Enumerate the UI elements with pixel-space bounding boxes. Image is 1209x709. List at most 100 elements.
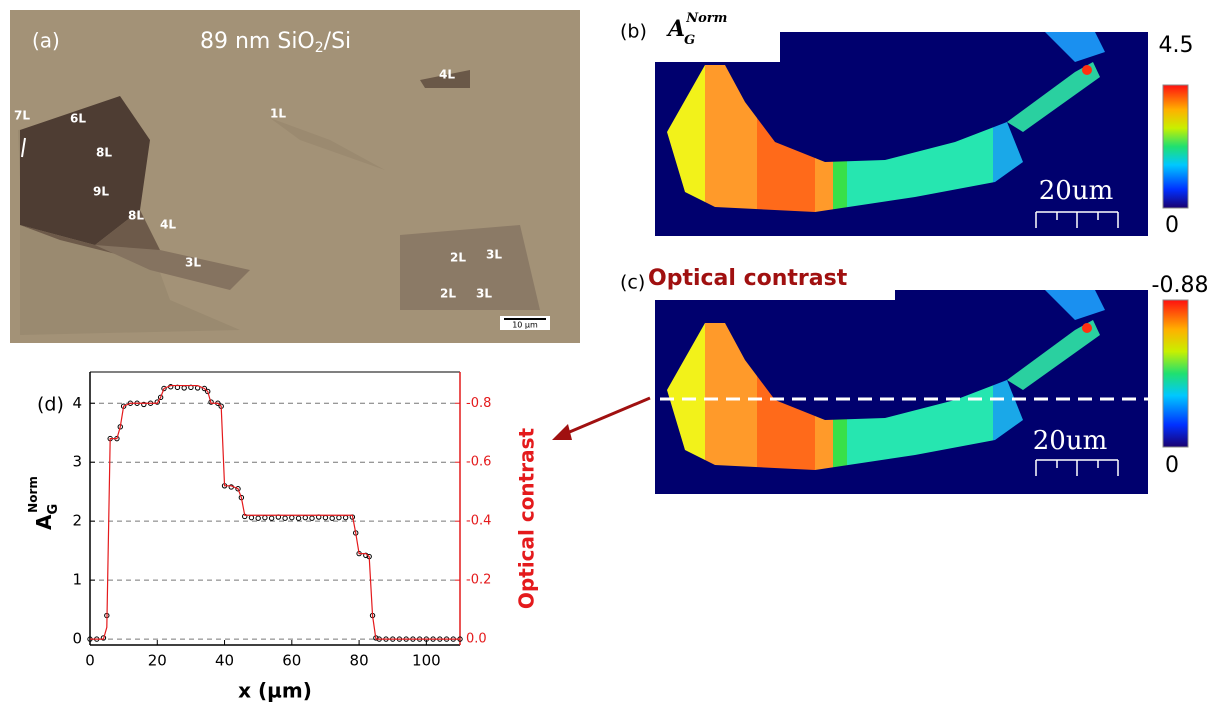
contrast-map [655, 290, 1148, 494]
panel-b: (b) AG Norm 20um 4.5 0 [620, 11, 1194, 239]
arrow [21, 137, 26, 158]
title-box [655, 12, 780, 62]
colorbar-min: 0 [1165, 453, 1179, 478]
chart-d: (d) 0 1 2 3 4 0.0 -0.2 -0.4 -0.6 -0.8 0 20 40 60 80 100… [26, 371, 539, 703]
data-point [100, 635, 107, 641]
data-point [235, 486, 241, 492]
data-point [181, 385, 187, 391]
x-tick-label: 60 [282, 652, 301, 670]
y-tick-label: 4 [72, 394, 82, 412]
y-title-sub: G [46, 504, 61, 515]
data-point [157, 394, 164, 401]
y-tick-label: 1 [72, 571, 82, 589]
layer-label: 6L [70, 112, 86, 126]
panel-label: (c) [620, 272, 645, 294]
y-title-base: A [32, 514, 56, 530]
title-box [640, 262, 895, 300]
colorbar-max: 4.5 [1159, 33, 1194, 58]
panel-title: AG Norm [666, 11, 727, 48]
title-text: 89 nm SiO [200, 29, 315, 54]
layer-label: 1L [270, 107, 286, 121]
x-tick-label: 0 [85, 652, 95, 670]
scale-bar-label: 20um [1033, 426, 1107, 456]
data-point [161, 385, 167, 392]
flake [420, 70, 470, 88]
layer-label: 7L [14, 109, 30, 123]
y2-tick-label: -0.6 [466, 455, 491, 470]
data-point [336, 514, 342, 521]
layer-labels: 7L 6L 8L 9L 8L 4L 3L 1L 4L 2L 3L 2L 3L [14, 68, 502, 301]
layer-label: 8L [128, 209, 144, 223]
data-point [282, 515, 288, 521]
scale-bar [1035, 459, 1119, 476]
scale-bar-label: 20um [1039, 176, 1113, 206]
panel-label: (d) [37, 394, 64, 416]
flake [20, 210, 160, 255]
title-sub: 2 [315, 40, 324, 56]
arrow-head [552, 424, 572, 440]
data-point [342, 514, 349, 521]
title-sub: G [684, 33, 695, 48]
x-tick-label: 40 [215, 652, 234, 670]
y-tick-label: 0 [72, 630, 82, 648]
y-axis-title: AG Norm [26, 476, 61, 530]
data-point [289, 514, 295, 521]
data-point [255, 515, 261, 521]
layer-label: 2L [440, 287, 456, 301]
y-tick-label: 2 [72, 512, 82, 530]
data-point [322, 514, 329, 521]
data-point [295, 515, 302, 521]
layer-label: 9L [93, 185, 109, 199]
panel-title: Optical contrast [648, 266, 848, 291]
panel-label: (b) [620, 21, 647, 43]
data-point [205, 388, 211, 395]
y2-axis-title: Optical contrast [515, 428, 539, 610]
title-rest: /Si [324, 29, 352, 54]
panel-title: 89 nm SiO2/Si [200, 29, 351, 56]
y2-tick-label: -0.2 [466, 573, 491, 588]
title-base: A [666, 16, 685, 42]
data-point [248, 514, 255, 521]
data-point [141, 401, 147, 408]
data-point [154, 399, 160, 405]
colorbar [1162, 84, 1189, 209]
data-point [208, 399, 214, 405]
data-point [201, 385, 208, 392]
layer-label: 3L [185, 256, 201, 270]
layer-label: 8L [96, 146, 112, 160]
scale-bar [1035, 211, 1119, 228]
y2-tick-label: -0.4 [466, 514, 491, 529]
layer-label: 3L [486, 248, 502, 262]
y2-tick-label: -0.8 [466, 396, 491, 411]
panel-c: (c) Optical contrast 20um -0.88 0 [552, 262, 1208, 494]
data-point [329, 515, 335, 521]
x-tick-label: 20 [148, 652, 167, 670]
data-point [302, 514, 308, 521]
y2-tick-label: 0.0 [466, 632, 487, 647]
panel-a: (a) 89 nm SiO2/Si 7L 6L 8L 9L 8L 4L 3L 1L 4L 2L 3L… [10, 10, 580, 343]
colorbar-max: -0.88 [1152, 273, 1209, 298]
scale-bar-label: 10 µm [512, 321, 538, 330]
x-axis-title: x (µm) [238, 679, 312, 703]
arrow [559, 396, 651, 438]
panel-label: (a) [32, 29, 60, 53]
flake [95, 245, 250, 290]
data-line [90, 384, 460, 640]
y-title-sup: Norm [26, 476, 40, 513]
data-point [262, 514, 268, 521]
layer-label: 4L [439, 68, 455, 82]
data-point [309, 515, 315, 521]
layer-label: 2L [450, 251, 466, 265]
title-sup: Norm [685, 11, 727, 26]
flake [400, 225, 540, 310]
flake [20, 96, 150, 245]
y-tick-label: 3 [72, 453, 82, 471]
colorbar [1162, 299, 1189, 448]
x-tick-label: 80 [350, 652, 369, 670]
layer-label: 3L [476, 287, 492, 301]
data-point [268, 515, 275, 521]
flake [270, 118, 385, 170]
colorbar-min: 0 [1165, 213, 1179, 238]
layer-label: 4L [160, 218, 176, 232]
